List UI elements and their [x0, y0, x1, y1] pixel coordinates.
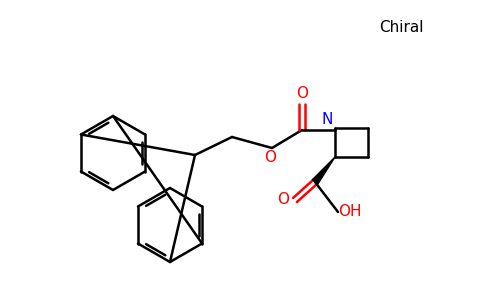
- Text: OH: OH: [338, 205, 362, 220]
- Text: O: O: [277, 193, 289, 208]
- Text: O: O: [296, 86, 308, 101]
- Text: O: O: [264, 151, 276, 166]
- Text: Chiral: Chiral: [379, 20, 424, 34]
- Text: N: N: [321, 112, 333, 128]
- Polygon shape: [312, 157, 335, 184]
